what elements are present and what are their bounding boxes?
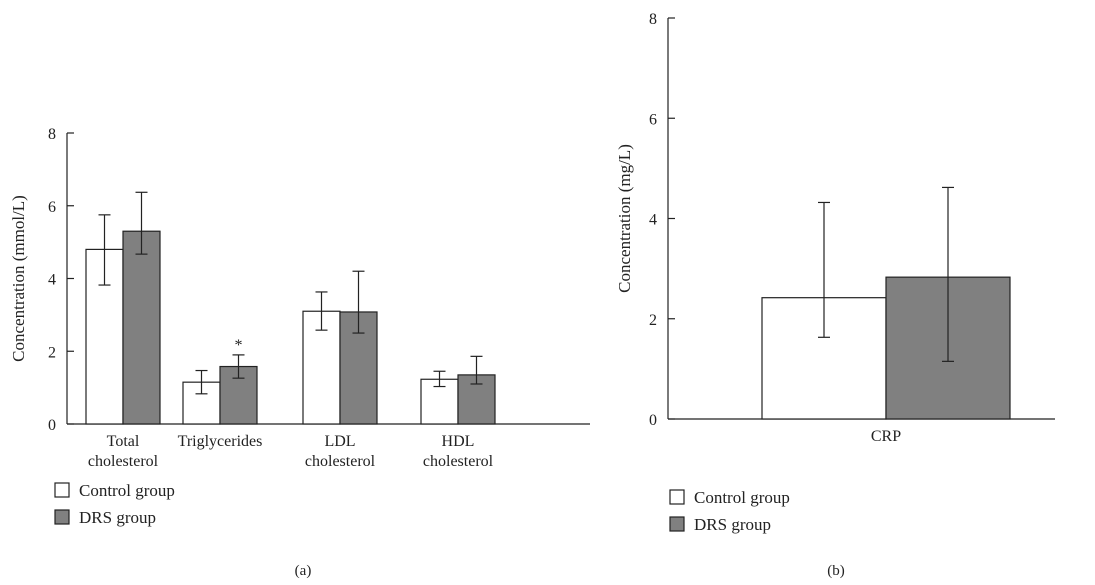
category-label: cholesterol bbox=[88, 453, 159, 470]
significance-marker: * bbox=[235, 337, 243, 354]
legend-label: DRS group bbox=[694, 515, 771, 534]
category-label: cholesterol bbox=[305, 453, 376, 470]
y-tick-label: 2 bbox=[48, 344, 56, 361]
bar-control bbox=[182, 381, 221, 425]
category-label: HDL bbox=[442, 433, 475, 450]
y-tick-label: 4 bbox=[48, 272, 56, 289]
category-label: LDL bbox=[324, 433, 355, 450]
y-tick-label: 6 bbox=[48, 199, 56, 216]
y-tick-label: 6 bbox=[649, 111, 657, 128]
legend-swatch-drs bbox=[669, 516, 685, 532]
y-tick-label: 8 bbox=[48, 126, 56, 143]
category-label: cholesterol bbox=[423, 453, 494, 470]
category-label: Triglycerides bbox=[178, 433, 263, 450]
category-label: CRP bbox=[871, 428, 901, 445]
bar-drs bbox=[219, 365, 258, 425]
y-tick-label: 0 bbox=[649, 412, 657, 429]
legend-label: Control group bbox=[79, 481, 175, 500]
chart-panel-a: 0 2 4 6 8 Concentration (mmol/L) Total choleste… bbox=[9, 126, 590, 579]
panel-label: (a) bbox=[295, 563, 312, 579]
legend-swatch-control bbox=[669, 489, 685, 505]
y-axis-title: Concentration (mg/L) bbox=[615, 144, 634, 293]
y-tick-label: 4 bbox=[649, 212, 657, 229]
y-tick-label: 0 bbox=[48, 417, 56, 434]
y-tick-label: 8 bbox=[649, 11, 657, 28]
legend-label: DRS group bbox=[79, 508, 156, 527]
bar-drs bbox=[122, 230, 161, 425]
y-axis-title: Concentration (mmol/L) bbox=[9, 195, 28, 362]
chart-panel-b: 0 2 4 6 8 Concentration (mg/L) CRP Control grou… bbox=[615, 11, 1055, 579]
category-label: Total bbox=[107, 433, 140, 450]
legend-swatch-drs bbox=[54, 509, 70, 525]
legend-swatch-control bbox=[54, 482, 70, 498]
bar-drs bbox=[457, 374, 496, 425]
y-tick-label: 2 bbox=[649, 312, 657, 329]
legend-label: Control group bbox=[694, 488, 790, 507]
panel-label: (b) bbox=[827, 563, 845, 579]
